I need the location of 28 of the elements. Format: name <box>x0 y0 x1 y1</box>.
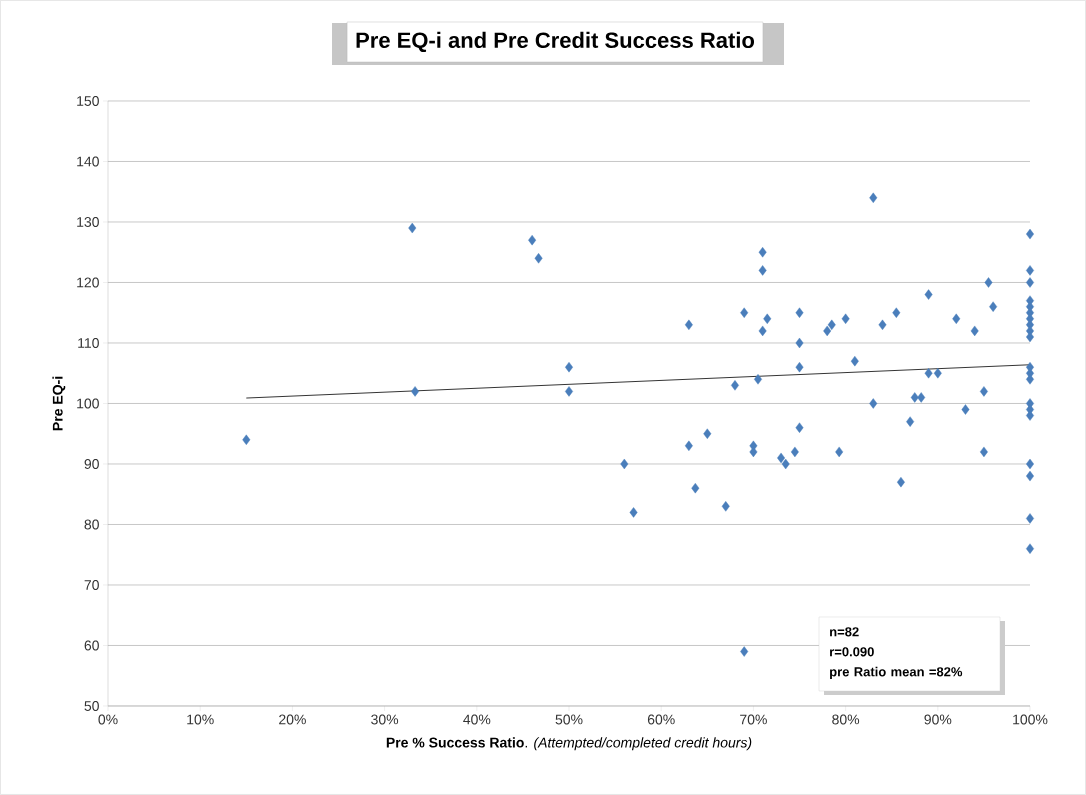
y-tick-label: 120 <box>77 277 99 288</box>
x-tick-label: 70% <box>740 714 767 725</box>
x-tick-label: 100% <box>1013 714 1048 725</box>
y-tick-label: 150 <box>77 96 99 106</box>
x-tick-label: 60% <box>647 714 675 725</box>
x-tick-label: 0% <box>98 714 118 725</box>
y-tick-label: 70 <box>84 580 99 590</box>
x-tick-label: 20% <box>279 714 306 725</box>
y-tick-label: 130 <box>77 217 99 227</box>
y-tick-label: 100 <box>77 398 99 409</box>
y-tick-label: 80 <box>84 519 99 530</box>
x-tick-label: 50% <box>555 714 583 725</box>
annotation: r=0.090 <box>830 647 874 657</box>
annotation: pre Ratio mean =82% <box>830 666 963 679</box>
y-tick-label: 60 <box>84 640 99 651</box>
chart-title: Pre EQ-i and Pre Credit Success Ratio <box>356 31 755 53</box>
x-tick-label: 40% <box>463 714 491 725</box>
annotation: n=82 <box>830 627 859 637</box>
y-axis-title: Pre EQ-i <box>52 376 66 431</box>
y-tick-label: 140 <box>77 156 99 167</box>
y-tick-label: 110 <box>78 338 99 348</box>
y-tick-label: 50 <box>84 701 99 711</box>
x-tick-label: 80% <box>832 714 860 725</box>
x-tick-label: 10% <box>187 714 214 725</box>
y-tick-label: 90 <box>84 459 99 469</box>
x-tick-label: 90% <box>924 714 952 725</box>
x-tick-label: 30% <box>371 714 399 725</box>
x-axis-title: Pre % Success Ratio. (Attempted/completed credit hours) <box>386 737 752 751</box>
